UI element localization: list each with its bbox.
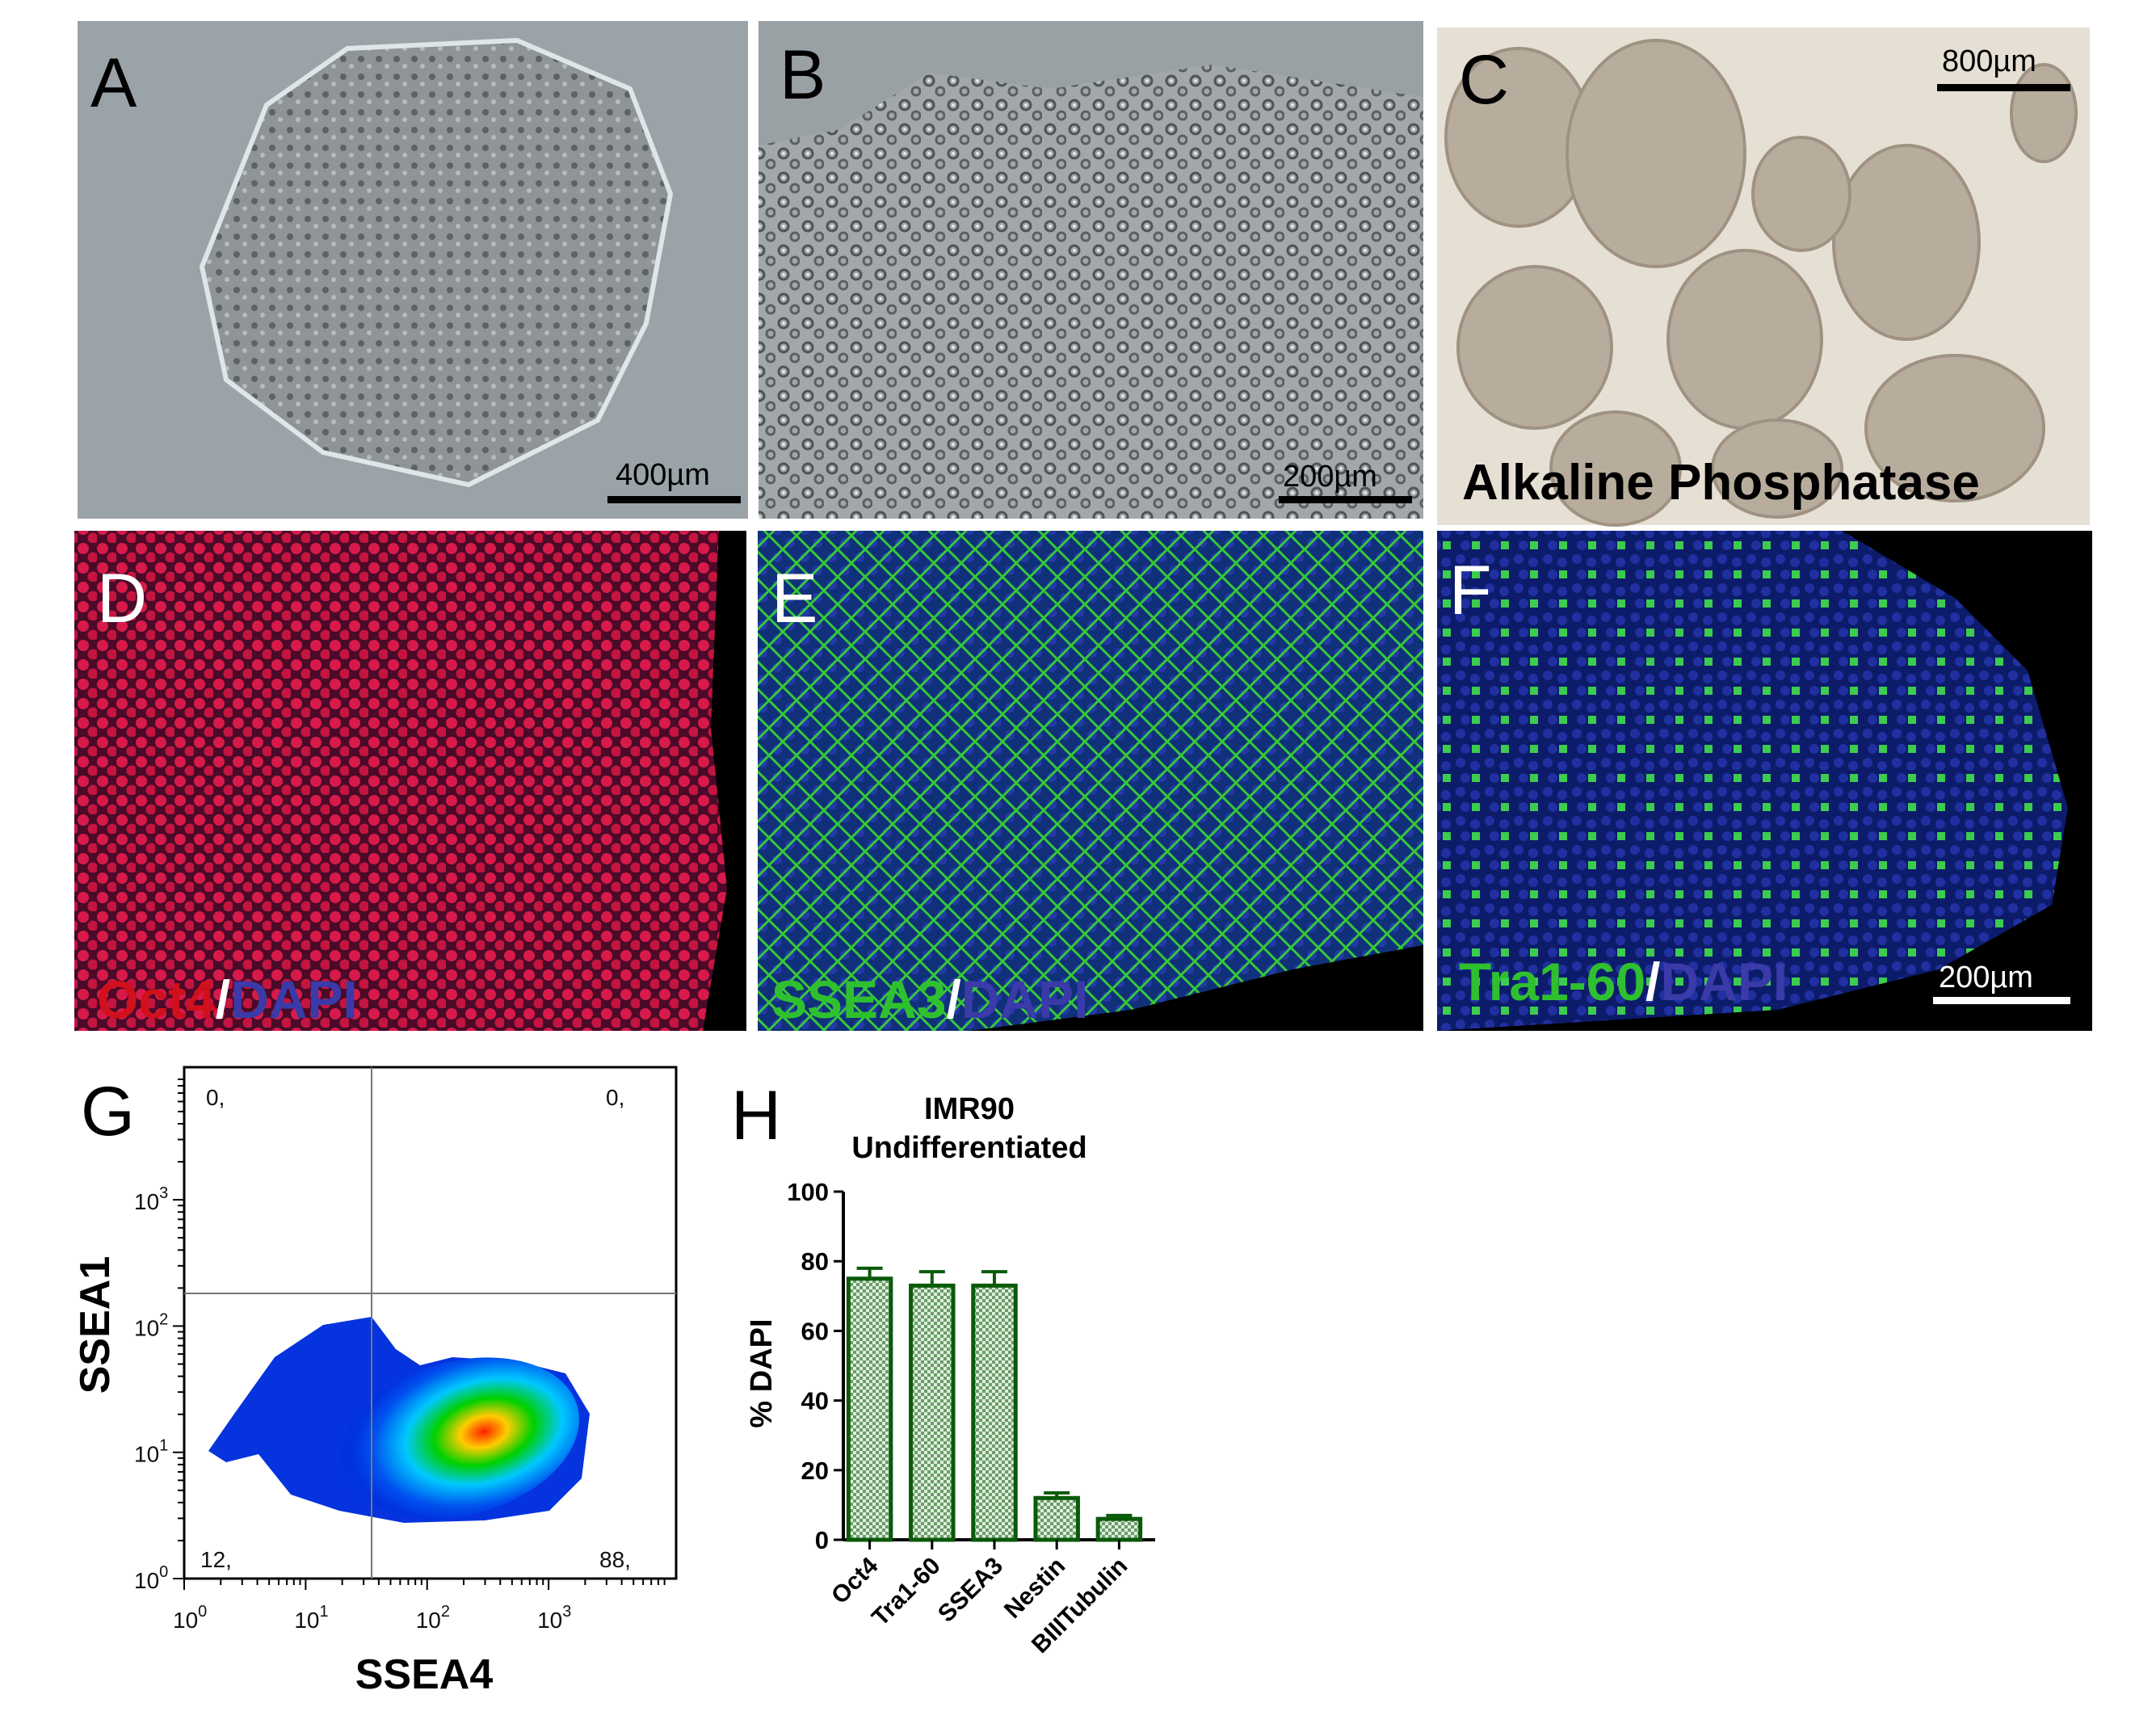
scale-bar bbox=[1933, 997, 2070, 1004]
y-tick-label: 103 bbox=[134, 1184, 168, 1214]
scale-bar bbox=[607, 496, 741, 503]
y-tick-label: 80 bbox=[801, 1247, 829, 1276]
separator: / bbox=[946, 969, 960, 1029]
y-tick-label: 60 bbox=[801, 1317, 829, 1345]
y-axis-label: % DAPI bbox=[745, 1318, 779, 1428]
marker-label: Tra1-60 bbox=[1459, 952, 1645, 1011]
panel-h-label: H bbox=[731, 1077, 781, 1154]
scale-bar bbox=[1937, 84, 2070, 91]
x-tick-label: 103 bbox=[537, 1603, 571, 1633]
quadrant-ur: 0, bbox=[606, 1085, 624, 1110]
x-tick-exponent: 0 bbox=[198, 1603, 207, 1621]
panel-g-label: G bbox=[81, 1073, 135, 1150]
counterstain-label: DAPI bbox=[230, 969, 358, 1029]
panel-c: C 800µm Alkaline Phosphatase bbox=[1437, 27, 2090, 527]
separator: / bbox=[1645, 952, 1660, 1011]
marker-label: SSEA3 bbox=[771, 969, 946, 1029]
y-tick-label: 102 bbox=[134, 1310, 168, 1340]
stain-caption: Alkaline Phosphatase bbox=[1462, 455, 1980, 511]
quadrant-ul: 0, bbox=[206, 1085, 225, 1110]
x-tick-label: SSEA3 bbox=[933, 1553, 1008, 1628]
y-tick-label: 0 bbox=[815, 1526, 829, 1554]
panel-d: D Oct4/DAPI bbox=[74, 531, 746, 1031]
panel-d-label: D bbox=[97, 560, 147, 637]
bar bbox=[846, 1276, 893, 1542]
x-tick-label: 100 bbox=[173, 1603, 207, 1633]
bar-chart: H IMR90 Undifferentiated % DAPI 0 20 40 60 8… bbox=[731, 1077, 1155, 1659]
y-tick-exponent: 1 bbox=[159, 1437, 168, 1455]
scale-bar-label: 200µm bbox=[1939, 961, 2033, 994]
y-tick-label: 100 bbox=[134, 1563, 168, 1593]
quadrant-ll: 12, bbox=[200, 1547, 232, 1572]
y-tick-label: 100 bbox=[787, 1178, 829, 1206]
bar bbox=[909, 1283, 956, 1542]
panel-c-label: C bbox=[1459, 41, 1509, 119]
bar bbox=[971, 1283, 1018, 1542]
svg-text:Oct4/DAPI: Oct4/DAPI bbox=[97, 969, 358, 1029]
x-tick-label: 102 bbox=[416, 1603, 450, 1633]
panel-b: B 200µm bbox=[759, 21, 1423, 519]
panel-e: E SSEA3/DAPI bbox=[758, 531, 1423, 1031]
scale-bar-label: 800µm bbox=[1942, 44, 2036, 78]
x-tick-exponent: 3 bbox=[562, 1603, 571, 1621]
bar bbox=[1033, 1495, 1080, 1542]
counterstain-label: DAPI bbox=[961, 969, 1089, 1029]
density-core bbox=[342, 1357, 579, 1519]
panel-f-label: F bbox=[1449, 552, 1492, 629]
panel-e-label: E bbox=[771, 560, 817, 637]
marker-label: Oct4 bbox=[97, 969, 216, 1029]
bar bbox=[1095, 1516, 1143, 1542]
y-tick-label: 101 bbox=[134, 1437, 168, 1467]
x-tick-exponent: 1 bbox=[320, 1603, 329, 1621]
y-tick-exponent: 3 bbox=[159, 1184, 168, 1202]
y-axis-label: SSEA1 bbox=[72, 1256, 119, 1394]
y-tick-label: 40 bbox=[801, 1387, 829, 1415]
panel-a-label: A bbox=[90, 44, 137, 122]
y-tick-exponent: 2 bbox=[159, 1310, 168, 1328]
panel-b-label: B bbox=[780, 36, 826, 114]
separator: / bbox=[216, 969, 230, 1029]
svg-text:Tra1-60/DAPI: Tra1-60/DAPI bbox=[1459, 952, 1788, 1011]
panel-a: A 400µm bbox=[78, 21, 748, 519]
scale-bar bbox=[1279, 496, 1412, 503]
x-axis-label: SSEA4 bbox=[355, 1651, 494, 1698]
chart-title: IMR90 bbox=[924, 1092, 1015, 1126]
chart-subtitle: Undifferentiated bbox=[851, 1131, 1086, 1165]
x-tick-label: 101 bbox=[294, 1603, 328, 1633]
x-tick-label: Tra1-60 bbox=[867, 1553, 946, 1632]
flow-plot: G 0, 0, 12, 88, 100100101101102102103103… bbox=[72, 1066, 678, 1698]
counterstain-label: DAPI bbox=[1661, 952, 1788, 1011]
x-tick-exponent: 2 bbox=[441, 1603, 450, 1621]
scale-bar-label: 200µm bbox=[1283, 460, 1377, 494]
panel-f: F Tra1-60/DAPI 200µm bbox=[1437, 531, 2092, 1031]
svg-text:SSEA3/DAPI: SSEA3/DAPI bbox=[771, 969, 1088, 1029]
scale-bar-label: 400µm bbox=[616, 458, 710, 492]
y-tick-exponent: 0 bbox=[159, 1563, 168, 1581]
quadrant-lr: 88, bbox=[599, 1547, 631, 1572]
x-tick-label: Oct4 bbox=[826, 1552, 884, 1609]
y-tick-label: 20 bbox=[801, 1457, 829, 1485]
